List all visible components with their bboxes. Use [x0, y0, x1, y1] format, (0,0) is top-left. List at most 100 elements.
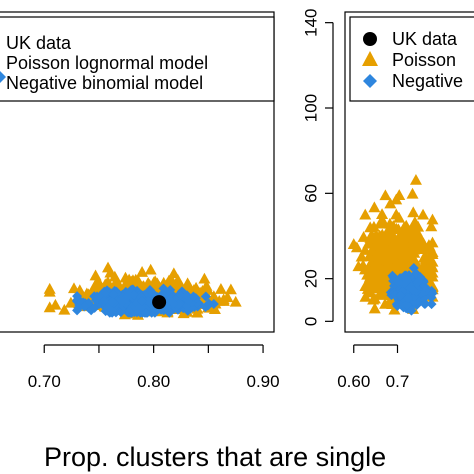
- poisson-point: [384, 226, 397, 238]
- legend-poisson-lognormal: Poisson lognormal model: [6, 53, 208, 73]
- negbin-point: [401, 276, 412, 287]
- negbin-point: [393, 276, 404, 287]
- poisson-point: [376, 208, 389, 220]
- right-legend-uk-data: UK data: [392, 29, 458, 49]
- poisson-point: [407, 239, 420, 251]
- poisson-point: [393, 189, 406, 200]
- negbin-point: [389, 290, 400, 301]
- negbin-point: [182, 305, 193, 316]
- poisson-point: [111, 277, 124, 289]
- poisson-point: [408, 222, 421, 234]
- poisson-point: [426, 213, 439, 225]
- poisson-point: [384, 197, 397, 209]
- poisson-point: [425, 220, 438, 232]
- left-plot-frame: [0, 11, 275, 333]
- negbin-point: [140, 307, 151, 318]
- poisson-point: [368, 302, 381, 314]
- poisson-point: [371, 231, 384, 243]
- poisson-point: [392, 223, 405, 235]
- x-tick-label: 0.80: [137, 372, 170, 391]
- poisson-point: [387, 250, 400, 262]
- poisson-point: [390, 208, 403, 220]
- poisson-point: [136, 266, 149, 277]
- negbin-point: [132, 304, 143, 315]
- poisson-point: [198, 272, 211, 284]
- legend-negative-binomial: Negative binomial model: [6, 73, 203, 93]
- x-tick-label: 0.60: [337, 372, 370, 391]
- uk-data-legend-circle-icon: [363, 32, 377, 46]
- negbin-point: [413, 276, 424, 287]
- poisson-point: [368, 201, 381, 213]
- poisson-point: [405, 250, 418, 262]
- x-axis-label: Prop. clusters that are single: [44, 442, 386, 472]
- right-plot-frame: [344, 11, 474, 333]
- poisson-point: [99, 278, 112, 290]
- left-x-axis: 0.70 0.80 0.90: [28, 344, 280, 391]
- poisson-point: [386, 242, 399, 254]
- poisson-point: [350, 241, 363, 253]
- poisson-point: [89, 278, 102, 290]
- left-legend-box: [0, 16, 275, 102]
- negbin-point: [117, 296, 128, 307]
- negbin-point: [165, 295, 176, 306]
- poisson-point: [181, 277, 194, 289]
- poisson-point: [162, 274, 175, 286]
- poisson-point: [407, 206, 420, 218]
- negbin-point: [406, 305, 417, 316]
- negbin-point: [403, 293, 414, 304]
- poisson-point: [378, 231, 391, 243]
- y-tick-label: 60: [301, 184, 320, 203]
- negbin-point: [188, 291, 199, 302]
- negbin-point: [123, 290, 134, 301]
- poisson-point: [377, 244, 390, 256]
- poisson-legend-triangle-icon: [362, 51, 378, 66]
- y-tick-label: 20: [301, 269, 320, 288]
- y-tick-label: 100: [301, 94, 320, 122]
- poisson-point: [408, 231, 421, 243]
- poisson-point: [409, 174, 422, 185]
- poisson-point: [379, 257, 392, 269]
- poisson-point: [426, 236, 439, 248]
- uk-data-point: [152, 295, 167, 310]
- negbin-point: [158, 283, 169, 294]
- poisson-point: [122, 276, 135, 288]
- negbin-point: [98, 296, 109, 307]
- poisson-point: [419, 250, 432, 262]
- poisson-point: [352, 260, 365, 272]
- x-tick-label: 0.70: [28, 372, 61, 391]
- y-tick-label: 140: [301, 8, 320, 36]
- poisson-point: [375, 276, 388, 288]
- poisson-point: [144, 263, 157, 275]
- left-legend: UK data Poisson lognormal model Negative…: [0, 16, 275, 102]
- negbin-point: [420, 298, 431, 309]
- negbin-point: [108, 289, 119, 300]
- poisson-point: [224, 283, 237, 295]
- negbin-legend-diamond-icon-right: [363, 74, 377, 88]
- negbin-point: [72, 291, 83, 302]
- poisson-point: [417, 208, 430, 220]
- right-axes: 0.60 0.7 0 20 60 100 140: [301, 8, 409, 391]
- poisson-point: [364, 221, 377, 233]
- poisson-point: [214, 283, 227, 294]
- poisson-point: [371, 268, 384, 280]
- poisson-point: [364, 279, 377, 291]
- poisson-point: [143, 279, 156, 290]
- poisson-point: [367, 293, 380, 305]
- poisson-point: [379, 189, 392, 201]
- right-data-points: [347, 174, 439, 316]
- negbin-point: [427, 288, 438, 299]
- x-tick-label: 0.7: [386, 372, 410, 391]
- poisson-point: [43, 285, 56, 297]
- negbin-point: [136, 296, 147, 307]
- poisson-point: [374, 216, 387, 228]
- poisson-point: [201, 284, 214, 295]
- right-legend-negative: Negative: [392, 71, 463, 91]
- negbin-point: [107, 296, 118, 307]
- poisson-point: [400, 227, 413, 238]
- left-data-points: [43, 261, 242, 320]
- poisson-point: [167, 267, 180, 279]
- poisson-point: [207, 290, 220, 302]
- poisson-point: [416, 235, 429, 247]
- negbin-point: [182, 290, 193, 301]
- negbin-point: [208, 299, 219, 310]
